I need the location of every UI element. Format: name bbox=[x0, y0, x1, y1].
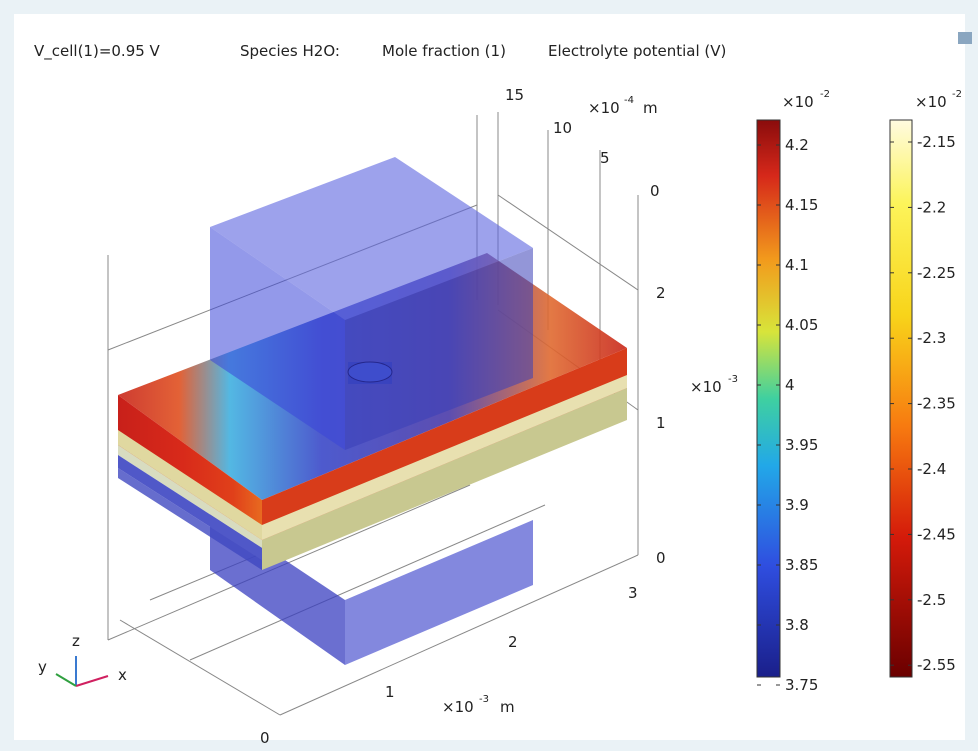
potential-label: Electrolyte potential (V) bbox=[548, 42, 726, 60]
toolbar-icon[interactable] bbox=[958, 32, 972, 44]
colorbar-tick-label: 3.8 bbox=[785, 616, 809, 634]
colorbar-scale: ×10 bbox=[915, 93, 947, 111]
colorbar-potential bbox=[890, 120, 912, 677]
colorbar-tick-label: -2.25 bbox=[917, 264, 956, 282]
colorbar-exponent: -2 bbox=[952, 89, 962, 100]
y-axis-exponent: -4 bbox=[624, 95, 634, 106]
triad-z: z bbox=[72, 632, 80, 650]
colorbar-tick-label: -2.45 bbox=[917, 525, 956, 543]
x-tick-label: 2 bbox=[508, 633, 518, 651]
colorbar-tick-label: 3.95 bbox=[785, 436, 818, 454]
y-axis-scale: ×10 bbox=[588, 99, 620, 117]
colorbar-exponent: -2 bbox=[820, 89, 830, 100]
colorbar-tick-label: -2.4 bbox=[917, 460, 946, 478]
y-axis-unit: m bbox=[643, 99, 658, 117]
z-axis-exponent: -3 bbox=[728, 374, 738, 385]
triad-y: y bbox=[38, 658, 47, 676]
x-tick-label: 3 bbox=[628, 584, 638, 602]
y-tick-label: 10 bbox=[553, 119, 572, 137]
z-tick-label: 1 bbox=[656, 414, 666, 432]
cell-voltage: V_cell(1)=0.95 V bbox=[34, 42, 161, 61]
colorbar-tick-label: -2.55 bbox=[917, 656, 956, 674]
colorbar-mole-fraction bbox=[757, 120, 780, 677]
triad-x: x bbox=[118, 666, 127, 684]
colorbar-tick-label: 4.2 bbox=[785, 136, 809, 154]
species-label: Species H2O: bbox=[240, 42, 340, 60]
z-tick-label: 2 bbox=[656, 284, 666, 302]
colorbar-scale: ×10 bbox=[782, 93, 814, 111]
plot-window: V_cell(1)=0.95 V Species H2O: Mole fract… bbox=[0, 0, 978, 751]
colorbar-tick-label: 3.75 bbox=[785, 676, 818, 694]
screenshot: V_cell(1)=0.95 V Species H2O: Mole fract… bbox=[0, 0, 978, 751]
colorbar-tick-label: -2.2 bbox=[917, 198, 946, 216]
y-tick-label: 0 bbox=[650, 182, 660, 200]
colorbar-tick-label: -2.5 bbox=[917, 591, 946, 609]
z-tick-label: 0 bbox=[656, 549, 666, 567]
quantity-label: Mole fraction (1) bbox=[382, 42, 506, 60]
colorbar-tick-label: -2.35 bbox=[917, 395, 956, 413]
colorbar-tick-label: 3.85 bbox=[785, 556, 818, 574]
x-axis-scale: ×10 bbox=[442, 698, 474, 716]
colorbar-tick-label: 4 bbox=[785, 376, 795, 394]
y-tick-label: 5 bbox=[600, 149, 610, 167]
colorbar-tick-label: -2.3 bbox=[917, 329, 946, 347]
y-tick-label: 15 bbox=[505, 86, 524, 104]
z-axis-scale: ×10 bbox=[690, 378, 722, 396]
colorbar-tick-label: 4.1 bbox=[785, 256, 809, 274]
x-tick-label: 0 bbox=[260, 729, 270, 747]
colorbar-tick-label: 4.05 bbox=[785, 316, 818, 334]
x-tick-label: 1 bbox=[385, 683, 395, 701]
x-axis-unit: m bbox=[500, 698, 515, 716]
colorbar-tick-label: 3.9 bbox=[785, 496, 809, 514]
colorbar-tick-label: -2.15 bbox=[917, 133, 956, 151]
colorbar-tick-label: 4.15 bbox=[785, 196, 818, 214]
x-axis-exponent: -3 bbox=[479, 694, 489, 705]
